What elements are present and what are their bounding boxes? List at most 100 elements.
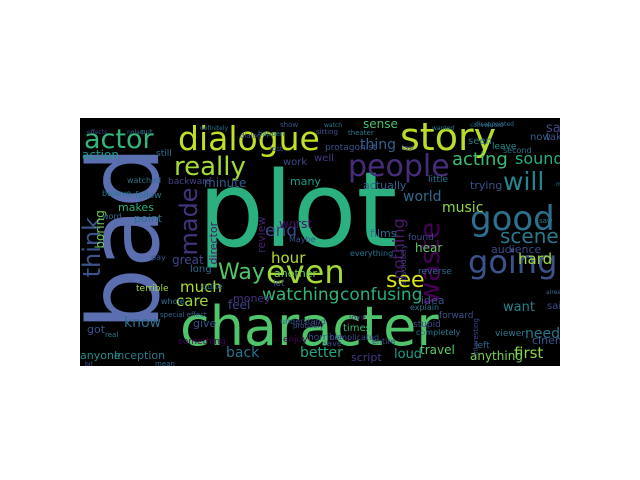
word-understand: understand <box>280 317 326 326</box>
word-really: really <box>174 152 246 182</box>
word-happen: happen <box>258 130 285 138</box>
word-idea: idea <box>421 294 445 307</box>
word-sense: sense <box>363 118 398 131</box>
word-audience: audience <box>491 243 542 256</box>
word-interesting: interesting <box>472 318 480 356</box>
word-first: first <box>514 344 544 362</box>
word-convoluted: convoluted <box>470 122 504 129</box>
word-take: take <box>546 132 560 143</box>
word-love: love <box>349 313 366 322</box>
word-lost: lost <box>270 145 283 153</box>
word-way: Way <box>218 260 265 285</box>
word-confusing: confusing <box>340 285 423 305</box>
word-theater: theater <box>348 129 374 137</box>
word-mean: mean <box>155 360 175 367</box>
word-money: money <box>233 292 271 305</box>
word-still: still <box>156 149 172 159</box>
word-thing: thing <box>360 137 397 153</box>
word-work: work <box>283 157 308 168</box>
word-anyone: anyone <box>80 349 121 362</box>
word-much: much <box>180 278 222 296</box>
word-enjoy: enjoy <box>283 335 308 345</box>
word-little: little <box>428 175 449 185</box>
word-minute: minute <box>204 176 247 190</box>
word-story: story <box>400 118 497 159</box>
word-long: long <box>190 264 212 275</box>
word-feel: feel <box>228 298 251 312</box>
word-watching: watching <box>262 285 340 305</box>
word-quite: quite <box>202 282 223 291</box>
word-already: already <box>546 289 560 296</box>
word-great: great <box>172 253 204 267</box>
word-trying: trying <box>470 179 503 192</box>
word-now: now <box>530 132 551 143</box>
word-director: director <box>207 221 220 265</box>
word-follow: follow <box>135 191 162 201</box>
word-word: word <box>102 212 122 221</box>
word-hard: hard <box>518 250 553 268</box>
word-dialogue: dialogue <box>178 119 320 158</box>
word-good: good <box>470 199 555 239</box>
word-entire: entire <box>372 337 396 346</box>
word-said: said <box>547 301 560 312</box>
word-horrible: horrible <box>308 333 343 343</box>
word-making: making <box>556 181 560 188</box>
word-music: music <box>442 200 484 216</box>
word-hour: hour <box>271 249 306 267</box>
word-cloud: plot bad character story dialogue actor people… <box>80 118 560 366</box>
word-travel: travel <box>420 343 455 357</box>
word-character: character <box>180 295 439 358</box>
word-well: well <box>314 153 334 164</box>
word-end: end <box>265 221 298 241</box>
word-pay: pay <box>151 253 166 262</box>
word-hear: hear <box>415 241 443 255</box>
word-effects: effects <box>87 129 108 136</box>
word-actually: actually <box>363 179 407 192</box>
word-care: care <box>176 292 209 310</box>
word-sitting: sitting <box>316 128 338 136</box>
word-wanted: wanted <box>432 125 455 132</box>
word-bit: bit <box>85 361 93 367</box>
word-sound: sound <box>515 149 560 168</box>
word-see: see <box>386 268 425 293</box>
word-whole: whole <box>161 297 185 306</box>
word-give: give <box>193 317 217 330</box>
word-save: save <box>323 339 342 348</box>
word-viewer: viewer <box>495 329 525 339</box>
word-action: action <box>82 148 119 162</box>
word-lot: lot <box>273 279 285 289</box>
word-say: say <box>546 121 560 136</box>
word-maybe: Maybe <box>289 235 316 244</box>
word-back: back <box>226 345 260 361</box>
word-found: found <box>408 233 434 243</box>
word-dialog: dialog <box>240 132 262 140</box>
word-left: left <box>475 341 490 351</box>
word-point: point <box>134 212 163 225</box>
word-complicated: complicated <box>330 333 380 342</box>
word-better: better <box>300 345 343 361</box>
word-many: many <box>290 175 321 188</box>
word-made: made <box>175 187 203 256</box>
word-explain: explain <box>410 303 440 312</box>
word-plot: plot <box>198 149 398 271</box>
word-films: films <box>370 227 397 240</box>
word-real: real <box>105 331 119 339</box>
word-reverse: reverse <box>418 267 452 277</box>
word-last: last <box>402 144 415 152</box>
word-need: need <box>525 326 560 342</box>
word-protagonist: protagonist <box>325 143 377 153</box>
word-people: people <box>348 149 450 184</box>
word-put: put <box>141 128 153 136</box>
word-know: know <box>124 315 161 331</box>
word-backward: backward <box>168 177 212 187</box>
word-terrible: terrible <box>136 284 169 294</box>
word-definitely: definitely <box>200 125 229 132</box>
word-something: something <box>178 337 226 347</box>
word-probably: probably <box>293 322 324 330</box>
word-script: script <box>351 351 382 364</box>
word-cinema: cinema <box>532 334 560 347</box>
word-got: got <box>87 323 106 336</box>
word-everything: everything <box>350 249 394 258</box>
word-second: second <box>503 146 532 155</box>
word-special-effect: special effect <box>160 311 207 319</box>
